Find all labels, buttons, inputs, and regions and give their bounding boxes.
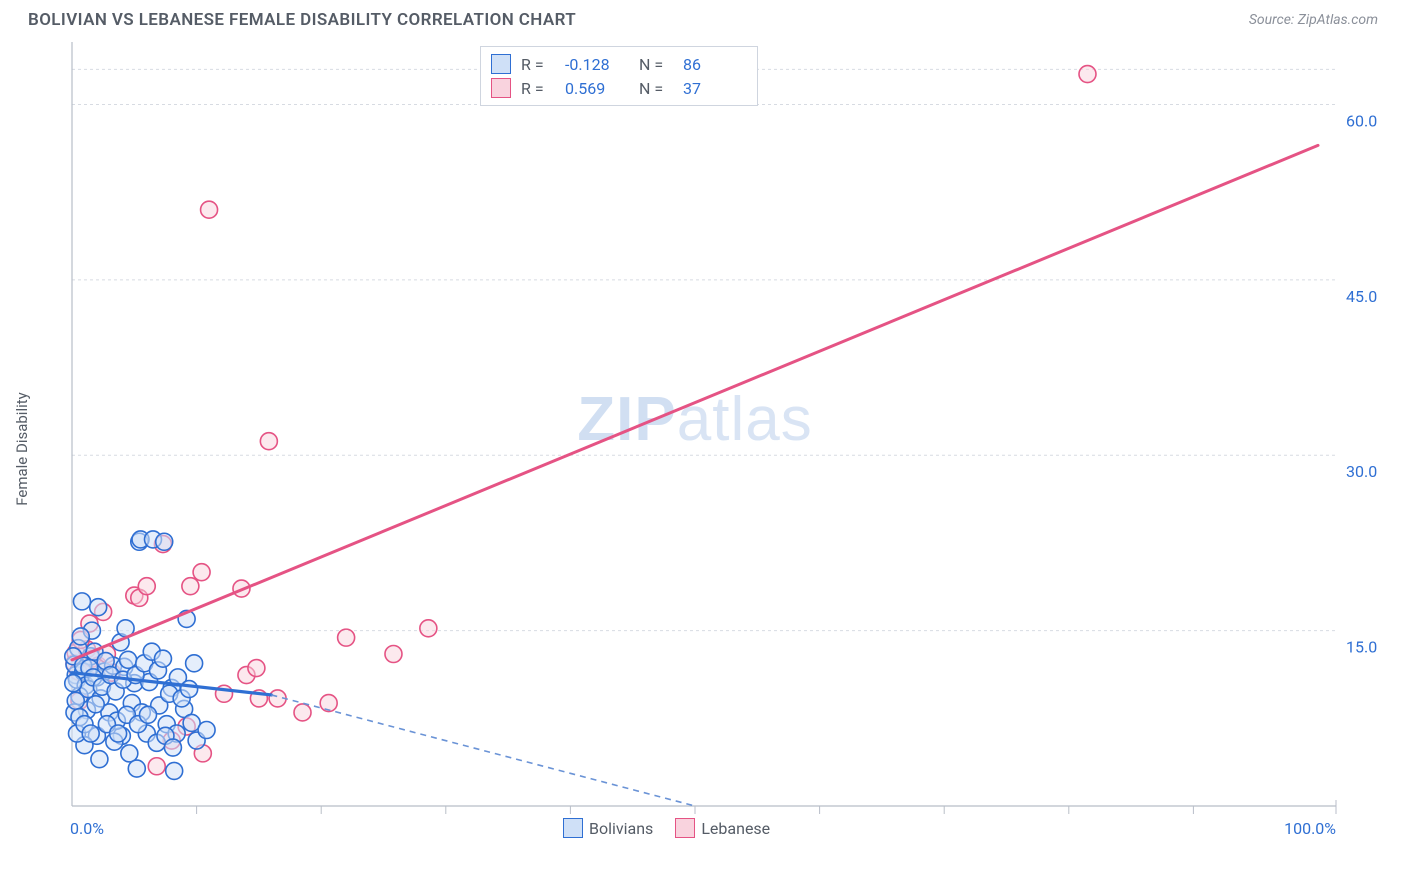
series-legend: Bolivians Lebanese [563,818,770,838]
legend-swatch-lebanese [675,818,695,838]
n-label: N = [639,55,673,74]
legend-swatch-bolivians [563,818,583,838]
stats-row-lebanese: R = 0.569 N = 37 [491,76,747,100]
r-label: R = [521,55,555,74]
y-axis-label: Female Disability [13,392,31,506]
svg-text:100.0%: 100.0% [1284,819,1336,838]
scatter-chart: 15.0% 30.0% 45.0% 60.0% 0.0% 100.0% ZIPatlas [28,34,1378,864]
stats-row-bolivians: R = -0.128 N = 86 [491,52,747,76]
legend-item-bolivians: Bolivians [563,818,653,838]
swatch-bolivians [491,54,511,74]
chart-title: BOLIVIAN VS LEBANESE FEMALE DISABILITY C… [28,10,576,30]
r-label: R = [521,79,555,98]
legend-label-lebanese: Lebanese [701,819,770,838]
svg-text:45.0%: 45.0% [1346,287,1378,306]
n-value-lebanese: 37 [683,79,747,98]
source-attribution: Source: ZipAtlas.com [1249,12,1378,28]
chart-container: Female Disability 15.0%30.0%45.0%60.0%0.… [28,34,1378,864]
swatch-lebanese [491,78,511,98]
legend-item-lebanese: Lebanese [675,818,770,838]
svg-text:15.0%: 15.0% [1346,638,1378,657]
svg-text:ZIPatlas: ZIPatlas [577,385,812,454]
svg-text:0.0%: 0.0% [70,819,104,838]
correlation-stats-box: R = -0.128 N = 86 R = 0.569 N = 37 [480,46,758,106]
r-value-lebanese: 0.569 [565,79,629,98]
n-value-bolivians: 86 [683,55,747,74]
r-value-bolivians: -0.128 [565,55,629,74]
svg-text:60.0%: 60.0% [1346,111,1378,130]
n-label: N = [639,79,673,98]
svg-text:30.0%: 30.0% [1346,462,1378,481]
legend-label-bolivians: Bolivians [589,819,653,838]
